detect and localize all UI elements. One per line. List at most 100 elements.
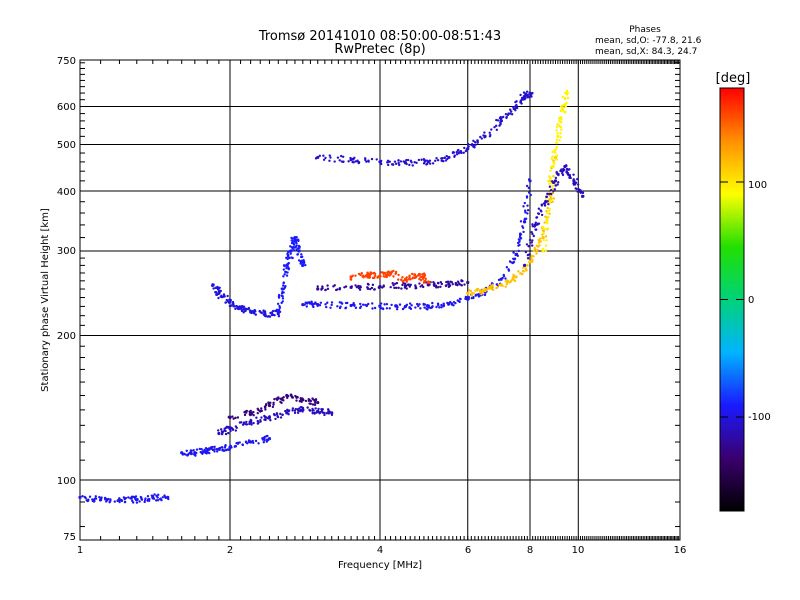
echo-scatter-point bbox=[395, 286, 398, 290]
data-point bbox=[563, 164, 567, 169]
echo-scatter-point bbox=[490, 287, 493, 291]
echo-scatter-point bbox=[236, 441, 240, 444]
echo-scatter-point bbox=[249, 309, 252, 312]
echo-scatter-point bbox=[231, 415, 234, 418]
data-point bbox=[528, 91, 532, 95]
echo-scatter-point bbox=[86, 499, 90, 502]
echo-scatter-point bbox=[354, 284, 357, 287]
echo-scatter-point bbox=[451, 151, 455, 155]
echo-scatter-point bbox=[436, 281, 440, 285]
echo-scatter-point bbox=[397, 273, 400, 277]
echo-scatter-point bbox=[405, 162, 408, 166]
echo-scatter-point bbox=[557, 181, 560, 184]
echo-scatter-point bbox=[306, 406, 309, 409]
echo-scatter-point bbox=[299, 409, 302, 413]
echo-scatter-point bbox=[535, 252, 538, 255]
echo-scatter-point bbox=[260, 416, 263, 419]
data-point bbox=[301, 398, 305, 402]
echo-scatter-point bbox=[252, 410, 255, 414]
echo-scatter-point bbox=[280, 401, 283, 405]
echo-scatter-point bbox=[308, 302, 312, 305]
echo-scatter-point bbox=[548, 198, 551, 201]
echo-scatter-point bbox=[295, 248, 298, 251]
echo-scatter-point bbox=[414, 306, 417, 309]
echo-scatter-point bbox=[526, 212, 529, 215]
echo-scatter-point bbox=[214, 291, 217, 294]
echo-scatter-point bbox=[211, 445, 214, 449]
echo-scatter-point bbox=[477, 293, 480, 296]
echo-scatter-point bbox=[392, 269, 395, 273]
echo-scatter-point bbox=[431, 162, 435, 165]
echo-scatter-point bbox=[524, 211, 527, 214]
echo-scatter-point bbox=[564, 103, 567, 106]
echo-scatter-point bbox=[226, 294, 229, 298]
x-tick-label: 2 bbox=[227, 545, 233, 556]
echo-scatter-point bbox=[526, 208, 530, 212]
echo-scatter-point bbox=[527, 253, 530, 256]
echo-scatter-point bbox=[109, 498, 112, 501]
echo-scatter-point bbox=[281, 300, 284, 303]
echo-scatter-point bbox=[462, 151, 465, 155]
echo-scatter-point bbox=[186, 453, 190, 457]
echo-scatter-point bbox=[244, 423, 248, 426]
echo-scatter-point bbox=[522, 205, 525, 208]
echo-scatter-point bbox=[254, 313, 257, 316]
echo-scatter-point bbox=[524, 269, 528, 272]
y-tick-label: 75 bbox=[63, 532, 76, 543]
echo-scatter-point bbox=[127, 496, 130, 499]
echo-scatter-point bbox=[408, 285, 412, 288]
echo-scatter-point bbox=[290, 396, 294, 399]
echo-scatter-point bbox=[159, 497, 162, 500]
echo-scatter-point bbox=[560, 107, 564, 110]
echo-scatter-point bbox=[401, 280, 404, 283]
echo-scatter-point bbox=[311, 397, 314, 400]
echo-scatter-point bbox=[548, 192, 551, 196]
echo-scatter-point bbox=[555, 145, 558, 149]
echo-scatter-point bbox=[263, 311, 267, 314]
phases-mean-x: mean, sd,X: 84.3, 24.7 bbox=[595, 47, 697, 57]
echo-scatter-point bbox=[469, 289, 473, 293]
echo-scatter-point bbox=[236, 416, 240, 419]
echo-scatter-point bbox=[361, 303, 365, 306]
echo-scatter-point bbox=[324, 303, 327, 306]
echo-scatter-point bbox=[527, 245, 530, 248]
data-point bbox=[528, 179, 532, 183]
echo-scatter-point bbox=[214, 286, 217, 290]
echo-scatter-point bbox=[540, 210, 543, 213]
echo-scatter-point bbox=[300, 253, 303, 256]
echo-scatter-point bbox=[294, 245, 298, 249]
echo-scatter-point bbox=[501, 284, 504, 287]
echo-scatter-point bbox=[289, 252, 292, 255]
echo-scatter-point bbox=[394, 304, 397, 307]
echo-scatter-point bbox=[252, 414, 255, 417]
echo-scatter-point bbox=[563, 97, 567, 101]
echo-scatter-point bbox=[324, 156, 327, 160]
echo-scatter-point bbox=[277, 308, 281, 311]
echo-scatter-point bbox=[146, 495, 150, 498]
echo-scatter-point bbox=[479, 135, 482, 139]
echo-scatter-point bbox=[282, 395, 285, 399]
echo-scatter-point bbox=[354, 306, 358, 310]
echo-scatter-point bbox=[488, 135, 492, 138]
echo-scatter-point bbox=[505, 265, 509, 269]
echo-scatter-point bbox=[422, 272, 426, 275]
data-point bbox=[541, 249, 545, 253]
echo-scatter-point bbox=[200, 447, 203, 451]
y-tick-label: 400 bbox=[57, 187, 76, 198]
echo-scatter-point bbox=[544, 199, 547, 203]
echo-scatter-point bbox=[227, 448, 230, 451]
echo-scatter-point bbox=[286, 271, 289, 274]
echo-scatter-point bbox=[295, 399, 298, 402]
echo-scatter-point bbox=[275, 413, 279, 416]
echo-scatter-point bbox=[287, 255, 290, 258]
echo-scatter-point bbox=[480, 137, 484, 140]
echo-scatter-point bbox=[529, 193, 532, 197]
echo-scatter-point bbox=[378, 304, 381, 308]
echo-scatter-point bbox=[466, 293, 470, 296]
echo-scatter-point bbox=[515, 103, 518, 107]
echo-scatter-point bbox=[266, 315, 270, 318]
echo-scatter-point bbox=[232, 417, 235, 420]
x-tick-label: 10 bbox=[572, 545, 585, 556]
echo-scatter-point bbox=[451, 282, 454, 286]
echo-scatter-point bbox=[257, 409, 260, 412]
